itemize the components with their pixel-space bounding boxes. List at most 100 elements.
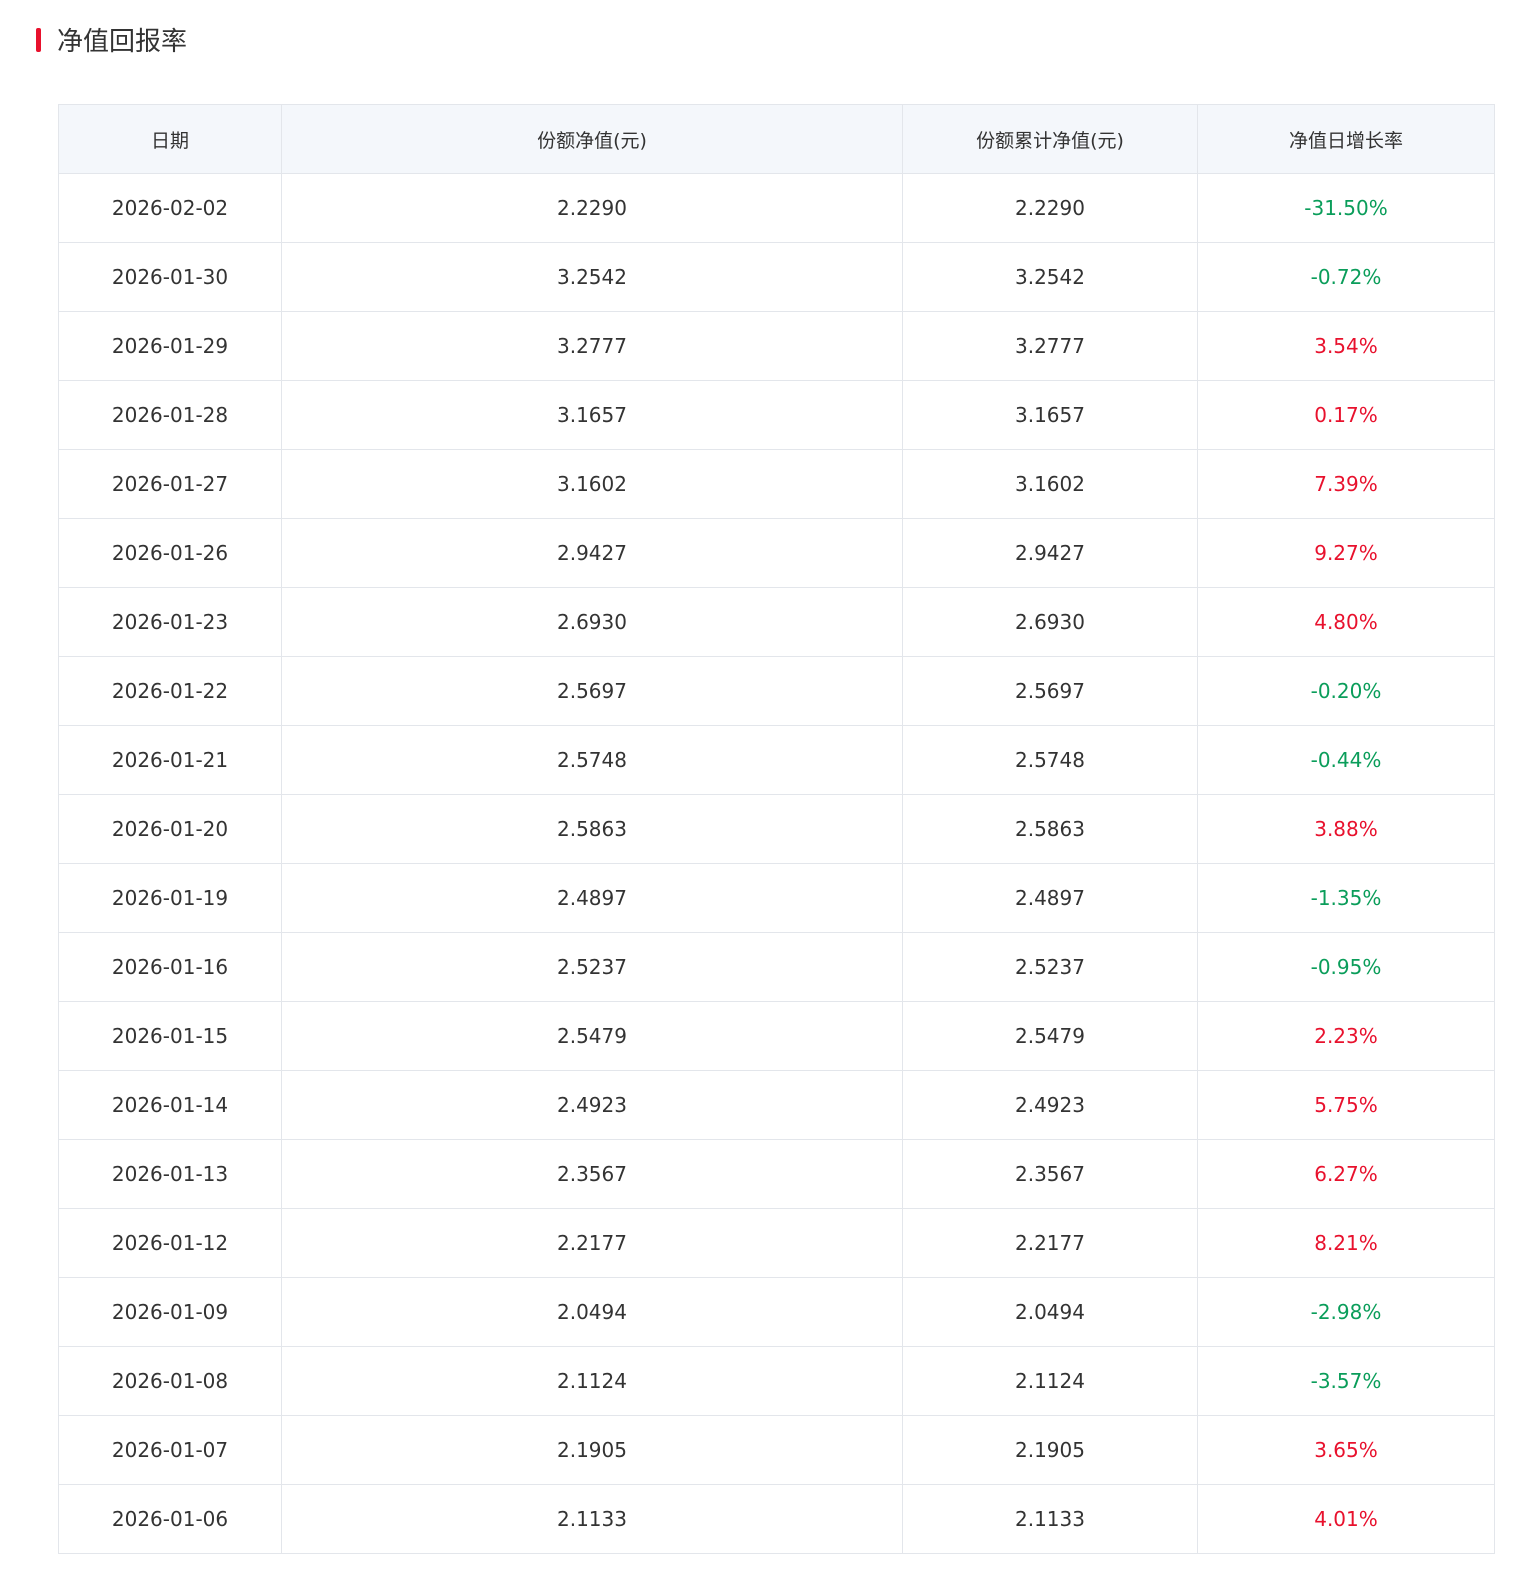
table-row: 2026-01-15 2.5479 2.5479 2.23%: [58, 1001, 1495, 1071]
growth-rate-cell: 4.80%: [1197, 587, 1495, 657]
header-row: 日期 份额净值(元) 份额累计净值(元) 净值日增长率: [58, 104, 1495, 174]
table-cell: 3.2777: [902, 311, 1198, 381]
growth-rate-cell: 6.27%: [1197, 1139, 1495, 1209]
table-cell: 2026-01-13: [58, 1139, 282, 1209]
growth-rate-cell: 0.17%: [1197, 380, 1495, 450]
table-cell: 2026-01-19: [58, 863, 282, 933]
table-cell: 2026-01-20: [58, 794, 282, 864]
table-row: 2026-01-08 2.1124 2.1124 -3.57%: [58, 1346, 1495, 1416]
growth-rate-cell: 7.39%: [1197, 449, 1495, 519]
table-cell: 2026-01-30: [58, 242, 282, 312]
table-cell: 2.4923: [902, 1070, 1198, 1140]
table-row: 2026-01-16 2.5237 2.5237 -0.95%: [58, 932, 1495, 1002]
table-row: 2026-01-29 3.2777 3.2777 3.54%: [58, 311, 1495, 381]
table-cell: 2.1124: [281, 1346, 903, 1416]
table-cell: 2026-01-12: [58, 1208, 282, 1278]
growth-rate-cell: 9.27%: [1197, 518, 1495, 588]
table-cell: 2026-01-28: [58, 380, 282, 450]
table-cell: 2.6930: [902, 587, 1198, 657]
growth-rate-cell: 5.75%: [1197, 1070, 1495, 1140]
table-cell: 2026-01-27: [58, 449, 282, 519]
table-cell: 2026-01-26: [58, 518, 282, 588]
table-row: 2026-01-22 2.5697 2.5697 -0.20%: [58, 656, 1495, 726]
growth-rate-cell: 3.88%: [1197, 794, 1495, 864]
growth-rate-cell: 8.21%: [1197, 1208, 1495, 1278]
table-cell: 2.5237: [281, 932, 903, 1002]
table-cell: 2.2290: [902, 173, 1198, 243]
growth-rate-cell: 4.01%: [1197, 1484, 1495, 1554]
table-cell: 2.6930: [281, 587, 903, 657]
table-cell: 2.5237: [902, 932, 1198, 1002]
growth-rate-cell: 3.65%: [1197, 1415, 1495, 1485]
table-cell: 2.9427: [281, 518, 903, 588]
table-row: 2026-01-20 2.5863 2.5863 3.88%: [58, 794, 1495, 864]
table-cell: 2026-01-29: [58, 311, 282, 381]
table-row: 2026-01-06 2.1133 2.1133 4.01%: [58, 1484, 1495, 1554]
growth-rate-cell: -0.95%: [1197, 932, 1495, 1002]
table-cell: 2.3567: [281, 1139, 903, 1209]
table-cell: 2.0494: [281, 1277, 903, 1347]
table-cell: 3.2542: [281, 242, 903, 312]
growth-rate-cell: -0.72%: [1197, 242, 1495, 312]
table-cell: 2.3567: [902, 1139, 1198, 1209]
table-cell: 2.5748: [281, 725, 903, 795]
table-cell: 2.1133: [281, 1484, 903, 1554]
table-cell: 2.5863: [281, 794, 903, 864]
table-cell: 3.1602: [902, 449, 1198, 519]
table-row: 2026-01-12 2.2177 2.2177 8.21%: [58, 1208, 1495, 1278]
table-cell: 2.5697: [281, 656, 903, 726]
table-cell: 2.5748: [902, 725, 1198, 795]
growth-rate-cell: -31.50%: [1197, 173, 1495, 243]
table-cell: 2026-01-21: [58, 725, 282, 795]
table-cell: 2.5697: [902, 656, 1198, 726]
table-cell: 2.5479: [281, 1001, 903, 1071]
table-row: 2026-01-21 2.5748 2.5748 -0.44%: [58, 725, 1495, 795]
table-cell: 2.2177: [902, 1208, 1198, 1278]
table-cell: 2026-01-07: [58, 1415, 282, 1485]
table-cell: 2.2177: [281, 1208, 903, 1278]
table-cell: 2.4897: [902, 863, 1198, 933]
table-row: 2026-01-13 2.3567 2.3567 6.27%: [58, 1139, 1495, 1209]
table-cell: 3.1602: [281, 449, 903, 519]
table-row: 2026-01-26 2.9427 2.9427 9.27%: [58, 518, 1495, 588]
table-cell: 2026-01-16: [58, 932, 282, 1002]
column-header: 净值日增长率: [1197, 104, 1495, 174]
table-cell: 2.5479: [902, 1001, 1198, 1071]
table-row: 2026-01-14 2.4923 2.4923 5.75%: [58, 1070, 1495, 1140]
table-cell: 2026-01-23: [58, 587, 282, 657]
growth-rate-cell: 3.54%: [1197, 311, 1495, 381]
table-row: 2026-02-02 2.2290 2.2290 -31.50%: [58, 173, 1495, 243]
table-cell: 2.9427: [902, 518, 1198, 588]
table-row: 2026-01-28 3.1657 3.1657 0.17%: [58, 380, 1495, 450]
table-cell: 2026-01-15: [58, 1001, 282, 1071]
growth-rate-cell: -3.57%: [1197, 1346, 1495, 1416]
section-title: 净值回报率: [57, 27, 188, 57]
table-cell: 2.2290: [281, 173, 903, 243]
nav-table: 日期 份额净值(元) 份额累计净值(元) 净值日增长率 2026-02-02 2.229…: [58, 104, 1495, 1554]
table-cell: 3.2777: [281, 311, 903, 381]
table-cell: 3.1657: [902, 380, 1198, 450]
table-cell: 2.1133: [902, 1484, 1198, 1554]
table-cell: 2.1124: [902, 1346, 1198, 1416]
table-cell: 2.1905: [281, 1415, 903, 1485]
growth-rate-cell: -0.20%: [1197, 656, 1495, 726]
growth-rate-cell: -0.44%: [1197, 725, 1495, 795]
table-row: 2026-01-19 2.4897 2.4897 -1.35%: [58, 863, 1495, 933]
growth-rate-cell: -1.35%: [1197, 863, 1495, 933]
table-body: 2026-02-02 2.2290 2.2290 -31.50% 2026-01-30 3…: [58, 173, 1495, 1554]
table-cell: 2.4897: [281, 863, 903, 933]
table-row: 2026-01-07 2.1905 2.1905 3.65%: [58, 1415, 1495, 1485]
column-header: 份额累计净值(元): [902, 104, 1198, 174]
table-cell: 2.4923: [281, 1070, 903, 1140]
table-cell: 2026-01-22: [58, 656, 282, 726]
table-cell: 2.1905: [902, 1415, 1198, 1485]
table-cell: 2026-01-09: [58, 1277, 282, 1347]
table-row: 2026-01-09 2.0494 2.0494 -2.98%: [58, 1277, 1495, 1347]
table-row: 2026-01-23 2.6930 2.6930 4.80%: [58, 587, 1495, 657]
table-cell: 2026-01-14: [58, 1070, 282, 1140]
table-cell: 2026-01-06: [58, 1484, 282, 1554]
table-cell: 3.1657: [281, 380, 903, 450]
table-cell: 3.2542: [902, 242, 1198, 312]
growth-rate-cell: 2.23%: [1197, 1001, 1495, 1071]
